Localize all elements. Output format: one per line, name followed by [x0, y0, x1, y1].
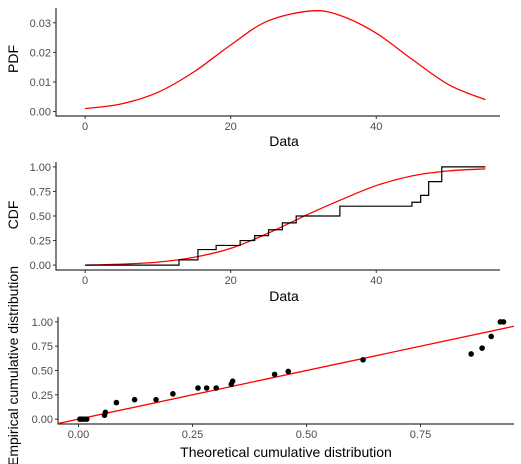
pp-y-tick-label: 0.00 [32, 414, 53, 426]
pp-point [500, 319, 507, 325]
cdf-x-tick-label: 20 [225, 275, 237, 287]
pp-point [203, 385, 210, 391]
pp-y-axis-title: Empirical cumulative distribution [5, 266, 21, 464]
pdf-density-curve [85, 10, 486, 110]
pp-x-tick-label: 0.25 [182, 429, 203, 441]
pdf-x-tick-label: 20 [225, 121, 237, 133]
pp-point [229, 378, 236, 385]
pp-panel: Theoretical cumulative distribution Empi… [5, 266, 514, 464]
pp-point [83, 416, 90, 422]
pp-point [113, 399, 120, 406]
pp-x-tick-label: 0.75 [410, 429, 431, 441]
pp-reference-line [58, 325, 514, 424]
pp-point [271, 371, 278, 378]
pp-y-tick-label: 0.75 [32, 341, 53, 353]
pdf-x-tick-label: 0 [82, 121, 88, 133]
pp-point [153, 396, 159, 403]
pdf-y-tick-label: 0.03 [30, 18, 51, 30]
pp-point [468, 351, 474, 357]
cdf-y-axis-title: CDF [5, 201, 21, 230]
pp-point [195, 385, 201, 391]
pp-y-tick-label: 0.50 [32, 366, 53, 378]
pp-point [170, 391, 176, 397]
pp-point [488, 333, 495, 340]
cdf-x-axis-title: Data [269, 288, 299, 304]
pdf-y-tick-label: 0.01 [30, 77, 51, 89]
pp-x-axis-title: Theoretical cumulative distribution [180, 444, 392, 460]
cdf-panel: Data CDF 0 20 40 0.00 0.25 0.50 0.75 1.00 [5, 162, 500, 304]
cdf-x-tick-label: 40 [370, 275, 382, 287]
cdf-y-tick-label: 1.00 [30, 162, 51, 174]
cdf-y-tick-label: 0.25 [30, 236, 51, 248]
cdf-theoretical-curve [85, 168, 486, 266]
pdf-y-axis-title: PDF [5, 45, 21, 73]
cdf-y-tick-label: 0.50 [30, 211, 51, 223]
cdf-empirical-step [85, 166, 486, 266]
pdf-y-tick-label: 0.00 [30, 107, 51, 119]
pdf-y-tick-label: 0.02 [30, 47, 51, 59]
pp-point [360, 357, 366, 363]
cdf-y-tick-label: 0.00 [30, 260, 51, 272]
cdf-x-tick-label: 0 [82, 275, 88, 287]
pp-x-tick-label: 0.00 [68, 429, 89, 441]
pp-point [213, 385, 220, 391]
pdf-panel: Data PDF 0 20 40 0.00 0.01 0.02 0.03 [5, 8, 500, 149]
pp-x-tick-label: 0.50 [296, 429, 317, 441]
cdf-y-tick-label: 0.75 [30, 186, 51, 198]
pp-y-tick-label: 0.25 [32, 390, 53, 402]
pp-point [102, 409, 109, 416]
pp-point [285, 368, 292, 375]
pp-point [131, 396, 138, 403]
pp-y-tick-label: 1.00 [32, 317, 53, 329]
pp-point [479, 345, 485, 351]
pdf-x-tick-label: 40 [370, 121, 382, 133]
pdf-x-axis-title: Data [269, 133, 299, 149]
